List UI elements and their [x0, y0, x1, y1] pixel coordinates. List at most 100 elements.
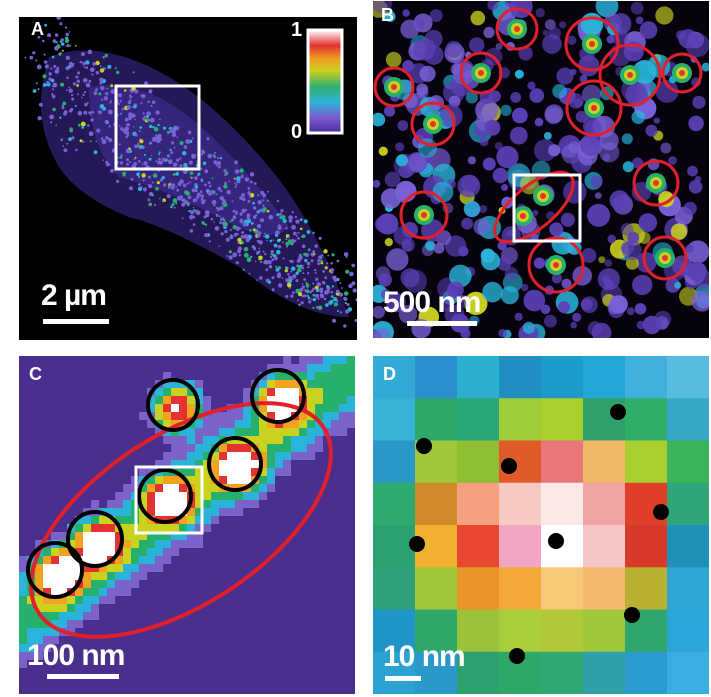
pixel — [139, 572, 147, 580]
pixel — [195, 540, 203, 548]
pixel — [67, 372, 75, 380]
blob — [465, 91, 478, 104]
pixel — [259, 452, 267, 460]
punctum — [301, 294, 304, 298]
punctum — [242, 197, 246, 202]
pixel — [291, 388, 299, 396]
pixel — [67, 508, 75, 516]
pixel — [123, 676, 131, 684]
pixel — [203, 692, 211, 694]
punctum — [117, 156, 120, 159]
punctum — [197, 172, 201, 176]
pixel — [235, 460, 243, 468]
pixel — [211, 412, 219, 420]
pixel — [211, 500, 219, 508]
pixel — [227, 372, 235, 380]
pixel — [147, 580, 155, 588]
punctum — [103, 96, 109, 101]
pixel — [267, 540, 275, 548]
blob — [397, 120, 409, 131]
pixel — [299, 652, 307, 660]
pixel — [315, 604, 323, 612]
pixel — [107, 500, 115, 508]
pixel — [315, 484, 323, 492]
pixel — [91, 620, 99, 628]
pixel — [347, 556, 355, 564]
pixel — [347, 548, 355, 556]
punctum — [110, 89, 116, 94]
pixel — [203, 628, 211, 636]
punctum — [77, 71, 81, 75]
pixel — [259, 428, 267, 436]
pixel — [115, 572, 123, 580]
punctum — [266, 209, 270, 213]
pixel — [283, 444, 291, 452]
pixel — [373, 356, 416, 399]
pixel — [347, 580, 355, 588]
punctum — [309, 291, 312, 294]
pixel — [163, 564, 171, 572]
punctum — [171, 141, 175, 145]
pixel — [83, 412, 91, 420]
pixel — [219, 540, 227, 548]
pixel — [315, 564, 323, 572]
pixel — [35, 476, 43, 484]
pixel — [115, 612, 123, 620]
blob — [607, 234, 616, 244]
pixel — [27, 540, 35, 548]
pixel — [339, 388, 347, 396]
pixel — [307, 644, 315, 652]
pixel — [147, 524, 155, 532]
pixel — [147, 660, 155, 668]
pixel — [291, 484, 299, 492]
spot-circles — [26, 368, 306, 599]
pixel — [163, 684, 171, 692]
pixel — [83, 612, 91, 620]
pixel — [275, 684, 283, 692]
pixel — [67, 388, 75, 396]
blob — [373, 112, 386, 127]
pixel — [339, 628, 347, 636]
pixel — [43, 436, 51, 444]
punctum — [155, 134, 161, 140]
pixel — [139, 684, 147, 692]
punctum — [345, 309, 350, 314]
pixel — [235, 500, 243, 508]
pixel — [259, 388, 267, 396]
pixel — [131, 356, 139, 364]
pixel — [43, 484, 51, 492]
pixel — [211, 484, 219, 492]
pixel — [107, 372, 115, 380]
pixel — [155, 388, 163, 396]
pixel — [187, 580, 195, 588]
punctum — [281, 215, 286, 220]
pixel — [147, 380, 155, 388]
punctum — [175, 171, 180, 176]
pixel — [307, 604, 315, 612]
pixel — [27, 524, 35, 532]
pixel — [315, 668, 323, 676]
punctum — [288, 215, 293, 221]
pixel — [83, 580, 91, 588]
pixel — [275, 428, 283, 436]
blob — [533, 257, 545, 269]
pixel — [35, 460, 43, 468]
pixel — [171, 564, 179, 572]
blob — [561, 278, 572, 289]
pixel — [19, 564, 27, 572]
punctum — [192, 223, 196, 226]
pixel — [107, 380, 115, 388]
punctum — [126, 106, 131, 110]
cluster-circle — [564, 16, 620, 72]
pixel — [19, 412, 27, 420]
blob — [687, 165, 698, 177]
pixel — [203, 620, 211, 628]
pixel — [187, 564, 195, 572]
punctum — [75, 148, 78, 152]
pixel — [275, 444, 283, 452]
pixel — [323, 572, 331, 580]
pixel — [291, 556, 299, 564]
pixel — [227, 596, 235, 604]
pixel — [131, 596, 139, 604]
pixel — [267, 508, 275, 516]
